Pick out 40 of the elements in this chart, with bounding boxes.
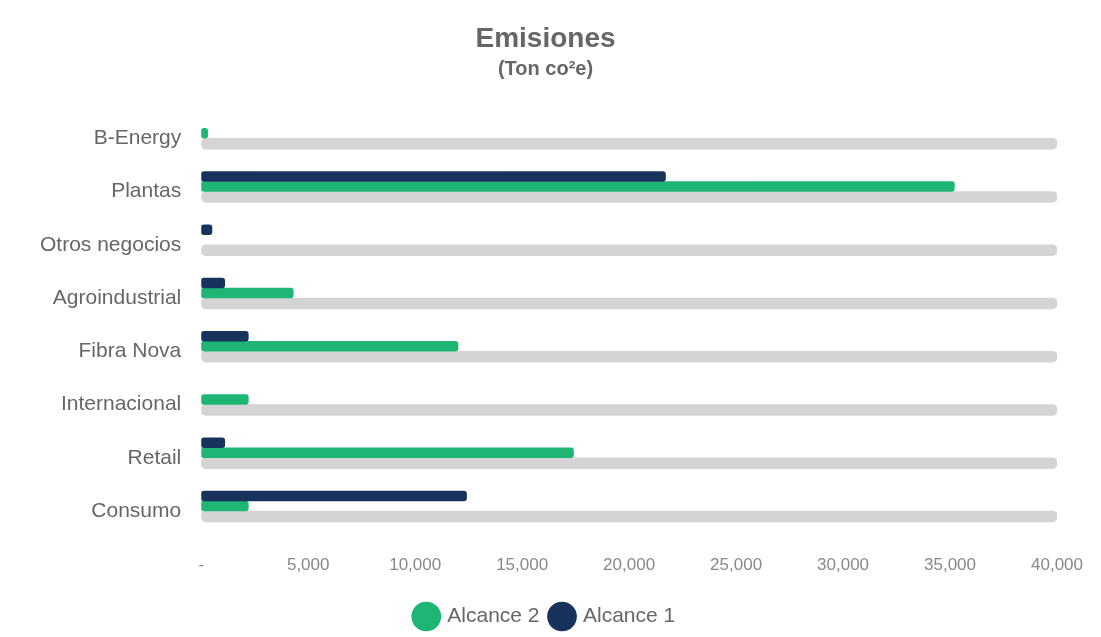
bar [201,277,226,289]
bar [201,137,1057,150]
x-tick-label: 40,000 [1031,555,1083,575]
y-tick-label: Consumo [91,497,182,521]
y-tick-label: B-Energy [93,125,182,149]
x-tick-label: 20,000 [603,555,656,575]
legend-label: Alcance 1 [583,603,676,627]
legend-label: Alcance 2 [447,603,540,627]
x-tick-label: 30,000 [817,555,870,575]
bar [201,394,249,405]
x-tick-label: - [198,555,205,575]
bar [201,171,666,182]
y-tick-label: Fibra Nova [78,338,182,362]
x-tick-label: 35,000 [924,555,977,575]
bar [201,457,1057,470]
y-tick-label: Agroindustrial [52,284,182,308]
bar [201,510,1057,523]
y-tick-label: Otros negocios [39,231,182,255]
y-tick-label: Plantas [111,178,182,202]
bar [201,350,1057,363]
x-tick-label: 25,000 [710,555,763,575]
bar [201,297,1057,310]
bar [201,181,955,192]
x-tick-label: 10,000 [389,555,442,575]
x-tick-label: 5,000 [286,555,330,575]
bar [201,191,1057,203]
bar [201,287,294,299]
bar [201,490,467,502]
bar [201,244,1057,257]
y-tick-label: Retail [127,444,182,468]
bar [201,500,249,512]
chart-subtitle: (Ton co²e) [497,57,594,80]
bar [201,330,249,342]
chart-title: Emisiones [475,21,616,53]
y-tick-label: Internacional [60,391,182,415]
bar [201,437,226,449]
x-tick-label: 15,000 [496,555,549,575]
bar [201,447,574,459]
bar [201,340,459,352]
bar [201,404,1057,416]
